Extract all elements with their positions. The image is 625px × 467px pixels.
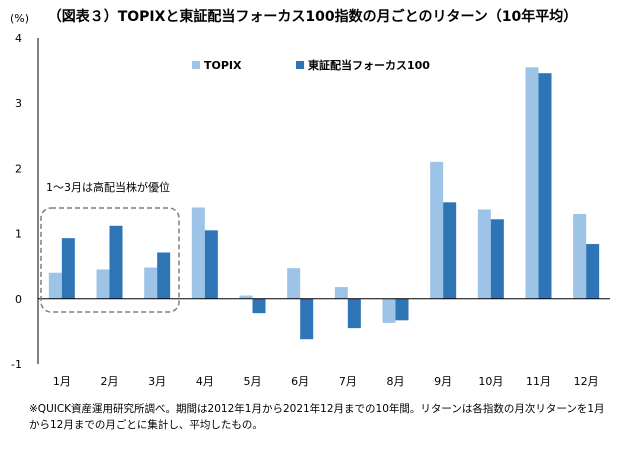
x-tick-label: 2月 bbox=[101, 375, 119, 388]
bar-focus100 bbox=[61, 238, 75, 299]
bar-topix bbox=[573, 214, 587, 299]
x-tick-label: 9月 bbox=[434, 375, 452, 388]
chart-title: （図表３）TOPIXと東証配当フォーカス100指数の月ごとのリターン（10年平均… bbox=[47, 9, 578, 25]
legend: TOPIX 東証配当フォーカス100 bbox=[192, 58, 430, 72]
bar-focus100 bbox=[157, 252, 171, 299]
annotation-box bbox=[40, 207, 180, 313]
y-tick-label: 4 bbox=[15, 32, 22, 45]
bar-focus100 bbox=[395, 298, 409, 321]
y-unit-label: (%) bbox=[10, 12, 29, 25]
y-tick-label: -1 bbox=[11, 358, 22, 371]
bars-group bbox=[48, 67, 600, 340]
x-tick-label: 1月 bbox=[53, 375, 71, 388]
x-tick-label: 8月 bbox=[387, 375, 405, 388]
bar-topix bbox=[191, 207, 205, 299]
bar-topix bbox=[430, 161, 444, 299]
x-tick-label: 3月 bbox=[148, 375, 166, 388]
y-axis-ticks: -1 0 1 2 3 4 bbox=[11, 32, 22, 371]
bar-topix bbox=[382, 298, 396, 323]
bar-topix bbox=[287, 268, 301, 299]
bar-topix bbox=[144, 267, 158, 299]
bar-focus100 bbox=[443, 202, 457, 299]
bar-focus100 bbox=[347, 298, 361, 329]
x-tick-label: 4月 bbox=[196, 375, 214, 388]
bar-focus100 bbox=[109, 225, 123, 299]
x-tick-label: 7月 bbox=[339, 375, 357, 388]
y-tick-label: 1 bbox=[15, 228, 22, 241]
bar-focus100 bbox=[204, 230, 218, 299]
y-tick-label: 2 bbox=[15, 162, 22, 175]
x-axis-labels: 1月 2月 3月 4月 5月 6月 7月 8月 9月 10月 11月 12月 bbox=[53, 375, 599, 388]
footnote: ※QUICK資産運用研究所調べ。期間は2012年1月から2021年12月までの1… bbox=[29, 403, 605, 431]
bar-focus100 bbox=[300, 298, 314, 340]
legend-label-topix: TOPIX bbox=[204, 59, 242, 72]
x-tick-label: 5月 bbox=[244, 375, 262, 388]
annotation-text: 1～3月は高配当株が優位 bbox=[46, 180, 170, 194]
legend-label-focus100: 東証配当フォーカス100 bbox=[308, 58, 430, 72]
bar-focus100 bbox=[490, 219, 504, 299]
bar-focus100 bbox=[538, 73, 552, 299]
bar-focus100 bbox=[586, 244, 600, 299]
y-tick-label: 0 bbox=[15, 293, 22, 306]
legend-swatch-focus100 bbox=[296, 61, 304, 69]
x-tick-label: 12月 bbox=[574, 375, 599, 388]
bar-topix bbox=[239, 295, 253, 299]
bar-topix bbox=[96, 269, 110, 299]
bar-topix bbox=[334, 287, 348, 299]
bar-topix bbox=[48, 272, 62, 299]
x-tick-label: 11月 bbox=[526, 375, 551, 388]
bar-focus100 bbox=[252, 298, 266, 314]
bar-topix bbox=[525, 67, 539, 299]
bar-topix bbox=[477, 209, 491, 299]
x-tick-label: 10月 bbox=[478, 375, 503, 388]
y-tick-label: 3 bbox=[15, 97, 22, 110]
x-tick-label: 6月 bbox=[291, 375, 309, 388]
legend-swatch-topix bbox=[192, 61, 200, 69]
